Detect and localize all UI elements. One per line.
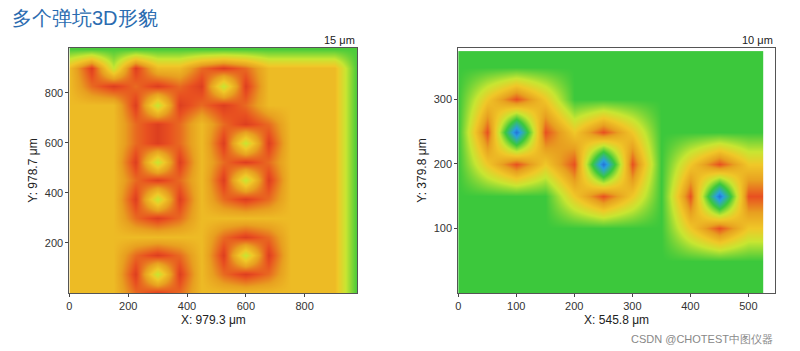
- svg-text:多个弹坑3D形貌: 多个弹坑3D形貌: [12, 7, 158, 29]
- svg-text:200: 200: [45, 237, 63, 249]
- svg-text:100: 100: [507, 300, 525, 312]
- svg-text:800: 800: [295, 300, 313, 312]
- svg-text:X: 979.3 μm: X: 979.3 μm: [181, 313, 246, 327]
- svg-text:200: 200: [565, 300, 583, 312]
- svg-text:Y: 978.7 μm: Y: 978.7 μm: [26, 138, 40, 202]
- svg-text:0: 0: [455, 300, 461, 312]
- svg-text:15 μm: 15 μm: [324, 34, 355, 46]
- svg-text:200: 200: [434, 158, 452, 170]
- svg-text:300: 300: [623, 300, 641, 312]
- svg-text:0: 0: [66, 300, 72, 312]
- svg-text:300: 300: [434, 93, 452, 105]
- svg-text:600: 600: [237, 300, 255, 312]
- svg-text:400: 400: [178, 300, 196, 312]
- svg-text:800: 800: [45, 87, 63, 99]
- svg-text:100: 100: [434, 222, 452, 234]
- svg-text:10 μm: 10 μm: [742, 34, 773, 46]
- svg-text:X: 545.8 μm: X: 545.8 μm: [584, 313, 649, 327]
- svg-text:500: 500: [739, 300, 757, 312]
- svg-text:400: 400: [681, 300, 699, 312]
- svg-text:CSDN @CHOTEST中图仪器: CSDN @CHOTEST中图仪器: [631, 333, 773, 345]
- svg-text:200: 200: [119, 300, 137, 312]
- svg-text:600: 600: [45, 137, 63, 149]
- svg-text:400: 400: [45, 187, 63, 199]
- svg-text:Y: 379.8 μm: Y: 379.8 μm: [415, 138, 429, 202]
